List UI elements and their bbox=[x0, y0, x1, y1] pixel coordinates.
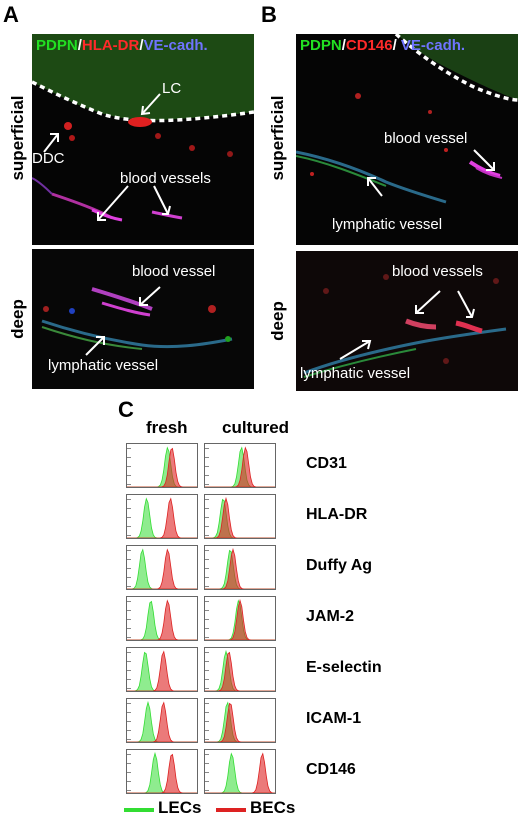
legend-bec-label: BECs bbox=[250, 798, 296, 817]
histogram-peak-lecs bbox=[205, 649, 275, 691]
marker-label: HLA-DR bbox=[306, 506, 368, 523]
histogram-fresh-jam-2 bbox=[126, 596, 198, 641]
histogram-fresh-icam-1 bbox=[126, 698, 198, 743]
histogram-fresh-hla-dr bbox=[126, 494, 198, 539]
histogram-peak-becs bbox=[127, 753, 197, 793]
panel-letter-a: A bbox=[3, 2, 19, 27]
label-blood-vessels-a: blood vessels bbox=[120, 170, 211, 187]
histogram-peak-becs bbox=[205, 702, 275, 742]
panel-b-title: PDPN/CD146/ VE-cadh. bbox=[300, 37, 466, 54]
histogram-fresh-e-selectin bbox=[126, 647, 198, 692]
histogram-peak-becs bbox=[205, 446, 275, 487]
panel-b-deep-image: blood vessels lymphatic vessel bbox=[296, 251, 518, 391]
marker-label: CD146 bbox=[306, 761, 356, 778]
legend-bec-swatch bbox=[216, 808, 246, 812]
histogram-peak-lecs bbox=[127, 700, 197, 742]
histogram-peak-becs bbox=[127, 497, 197, 538]
histogram-fresh-duffy-ag bbox=[126, 545, 198, 590]
histogram-peak-lecs bbox=[205, 446, 275, 487]
panel-b-deep-side-label: deep bbox=[268, 301, 287, 341]
histogram-cultured-icam-1 bbox=[204, 698, 276, 743]
label-lymphatic-vessel-b-deep: lymphatic vessel bbox=[300, 365, 411, 382]
histogram-peak-lecs bbox=[127, 651, 197, 691]
marker-label: E-selectin bbox=[306, 659, 382, 676]
legend-lec-label: LECs bbox=[158, 798, 202, 817]
histogram-peak-becs bbox=[205, 752, 275, 793]
col-head-fresh: fresh bbox=[146, 418, 188, 437]
histogram-peak-becs bbox=[205, 547, 275, 589]
panel-b-superficial-side-label: superficial bbox=[268, 95, 287, 181]
marker-label: JAM-2 bbox=[306, 608, 355, 625]
label-lymphatic-vessel-a-deep: lymphatic vessel bbox=[48, 357, 159, 374]
histogram-peak-lecs bbox=[205, 498, 275, 538]
histogram-peak-becs bbox=[127, 599, 197, 640]
panel-a-superficial-image: PDPN/HLA-DR/VE-cadh. LC DDC blood vessel… bbox=[32, 34, 254, 245]
histogram-fresh-cd31 bbox=[126, 443, 198, 488]
histogram-peak-lecs bbox=[205, 549, 275, 589]
histogram-peak-becs bbox=[127, 701, 197, 742]
legend-lec-swatch bbox=[124, 808, 154, 812]
label-blood-vessel-b: blood vessel bbox=[384, 130, 468, 147]
label-blood-vessel-a-deep: blood vessel bbox=[132, 263, 216, 280]
histogram-peak-lecs bbox=[127, 446, 197, 487]
marker-label: CD31 bbox=[306, 455, 347, 472]
panel-letter-b: B bbox=[261, 2, 277, 27]
histogram-peak-lecs bbox=[205, 701, 275, 742]
marker-label: Duffy Ag bbox=[306, 557, 373, 574]
histogram-peak-becs bbox=[205, 496, 275, 538]
panel-letter-c: C bbox=[118, 397, 134, 422]
histogram-cultured-cd31 bbox=[204, 443, 276, 488]
panel-a-deep-side-label: deep bbox=[8, 299, 27, 339]
histogram-peak-lecs bbox=[127, 548, 197, 589]
histogram-peak-lecs bbox=[127, 497, 197, 538]
marker-label: ICAM-1 bbox=[306, 710, 362, 727]
histogram-cultured-jam-2 bbox=[204, 596, 276, 641]
histogram-peak-becs bbox=[205, 651, 275, 691]
histogram-peak-lecs bbox=[127, 751, 197, 793]
panel-b-superficial-image: PDPN/CD146/ VE-cadh. blood vessel lympha… bbox=[296, 34, 518, 245]
histogram-peak-becs bbox=[127, 548, 197, 589]
label-blood-vessels-b-deep: blood vessels bbox=[392, 263, 483, 280]
label-ddc: DDC bbox=[32, 150, 65, 167]
histogram-peak-becs bbox=[127, 447, 197, 487]
panel-a-title: PDPN/HLA-DR/VE-cadh. bbox=[36, 37, 208, 54]
label-lymphatic-vessel-b: lymphatic vessel bbox=[332, 216, 443, 233]
panel-a-superficial-side-label: superficial bbox=[8, 95, 27, 181]
label-lc: LC bbox=[162, 80, 182, 97]
histogram-fresh-cd146 bbox=[126, 749, 198, 794]
histogram-cultured-cd146 bbox=[204, 749, 276, 794]
histogram-peak-becs bbox=[205, 598, 275, 640]
col-head-cultured: cultured bbox=[222, 418, 290, 437]
histogram-cultured-hla-dr bbox=[204, 494, 276, 539]
panel-a-deep-image: blood vessel lymphatic vessel bbox=[32, 249, 254, 389]
histogram-cultured-duffy-ag bbox=[204, 545, 276, 590]
histogram-peak-becs bbox=[127, 650, 197, 691]
histogram-peak-lecs bbox=[205, 752, 275, 793]
histogram-cultured-e-selectin bbox=[204, 647, 276, 692]
